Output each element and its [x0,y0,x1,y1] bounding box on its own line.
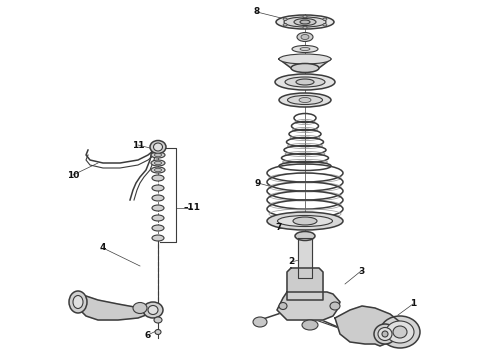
Text: 8: 8 [254,8,260,17]
Ellipse shape [374,324,396,344]
Ellipse shape [154,161,162,165]
Text: –11: –11 [183,203,200,212]
Ellipse shape [302,320,318,330]
Ellipse shape [323,23,327,26]
Polygon shape [335,306,400,346]
Text: 11: 11 [132,140,144,149]
Polygon shape [277,292,340,320]
Polygon shape [78,296,153,320]
Ellipse shape [152,205,164,211]
Ellipse shape [152,225,164,231]
Ellipse shape [277,216,333,226]
Ellipse shape [152,185,164,191]
Ellipse shape [382,331,388,337]
Ellipse shape [154,317,162,323]
Ellipse shape [279,302,287,310]
Ellipse shape [283,18,287,21]
Ellipse shape [300,20,310,24]
Ellipse shape [288,95,322,104]
Ellipse shape [152,215,164,221]
Ellipse shape [151,167,165,173]
Ellipse shape [292,45,318,53]
Ellipse shape [152,175,164,181]
Ellipse shape [73,296,83,309]
Ellipse shape [275,74,335,90]
Ellipse shape [152,235,164,241]
Ellipse shape [380,316,420,348]
Ellipse shape [150,140,166,153]
Ellipse shape [330,302,340,310]
Ellipse shape [276,15,334,29]
Ellipse shape [143,302,163,318]
Text: 4: 4 [100,243,106,252]
Ellipse shape [301,35,309,40]
Ellipse shape [154,153,162,157]
Ellipse shape [393,326,407,338]
Ellipse shape [378,328,392,341]
Ellipse shape [303,15,307,18]
Ellipse shape [69,291,87,313]
Ellipse shape [297,32,313,41]
Ellipse shape [294,18,316,26]
Ellipse shape [284,17,326,27]
Text: 3: 3 [358,266,364,275]
Ellipse shape [152,195,164,201]
Ellipse shape [151,152,165,158]
Ellipse shape [153,143,163,151]
Ellipse shape [253,317,267,327]
Polygon shape [298,238,312,278]
Polygon shape [279,59,331,68]
Text: 6: 6 [145,330,151,339]
Ellipse shape [279,93,331,107]
Ellipse shape [299,98,311,103]
Text: 9: 9 [255,179,261,188]
Ellipse shape [296,79,314,85]
Ellipse shape [303,26,307,29]
Ellipse shape [323,18,327,21]
Ellipse shape [148,306,158,315]
Ellipse shape [386,321,414,343]
Text: 7: 7 [276,224,282,233]
Text: 1: 1 [410,300,416,309]
Text: 2: 2 [288,257,294,266]
Ellipse shape [151,160,165,166]
Ellipse shape [279,54,331,64]
Ellipse shape [293,217,317,225]
Ellipse shape [291,63,319,72]
Ellipse shape [283,23,287,26]
Polygon shape [287,268,323,300]
Ellipse shape [155,329,161,334]
Ellipse shape [133,302,147,314]
Ellipse shape [154,168,162,172]
Text: 10: 10 [67,171,79,180]
Ellipse shape [285,77,325,87]
Ellipse shape [267,212,343,230]
Ellipse shape [295,231,315,240]
Ellipse shape [300,48,310,50]
